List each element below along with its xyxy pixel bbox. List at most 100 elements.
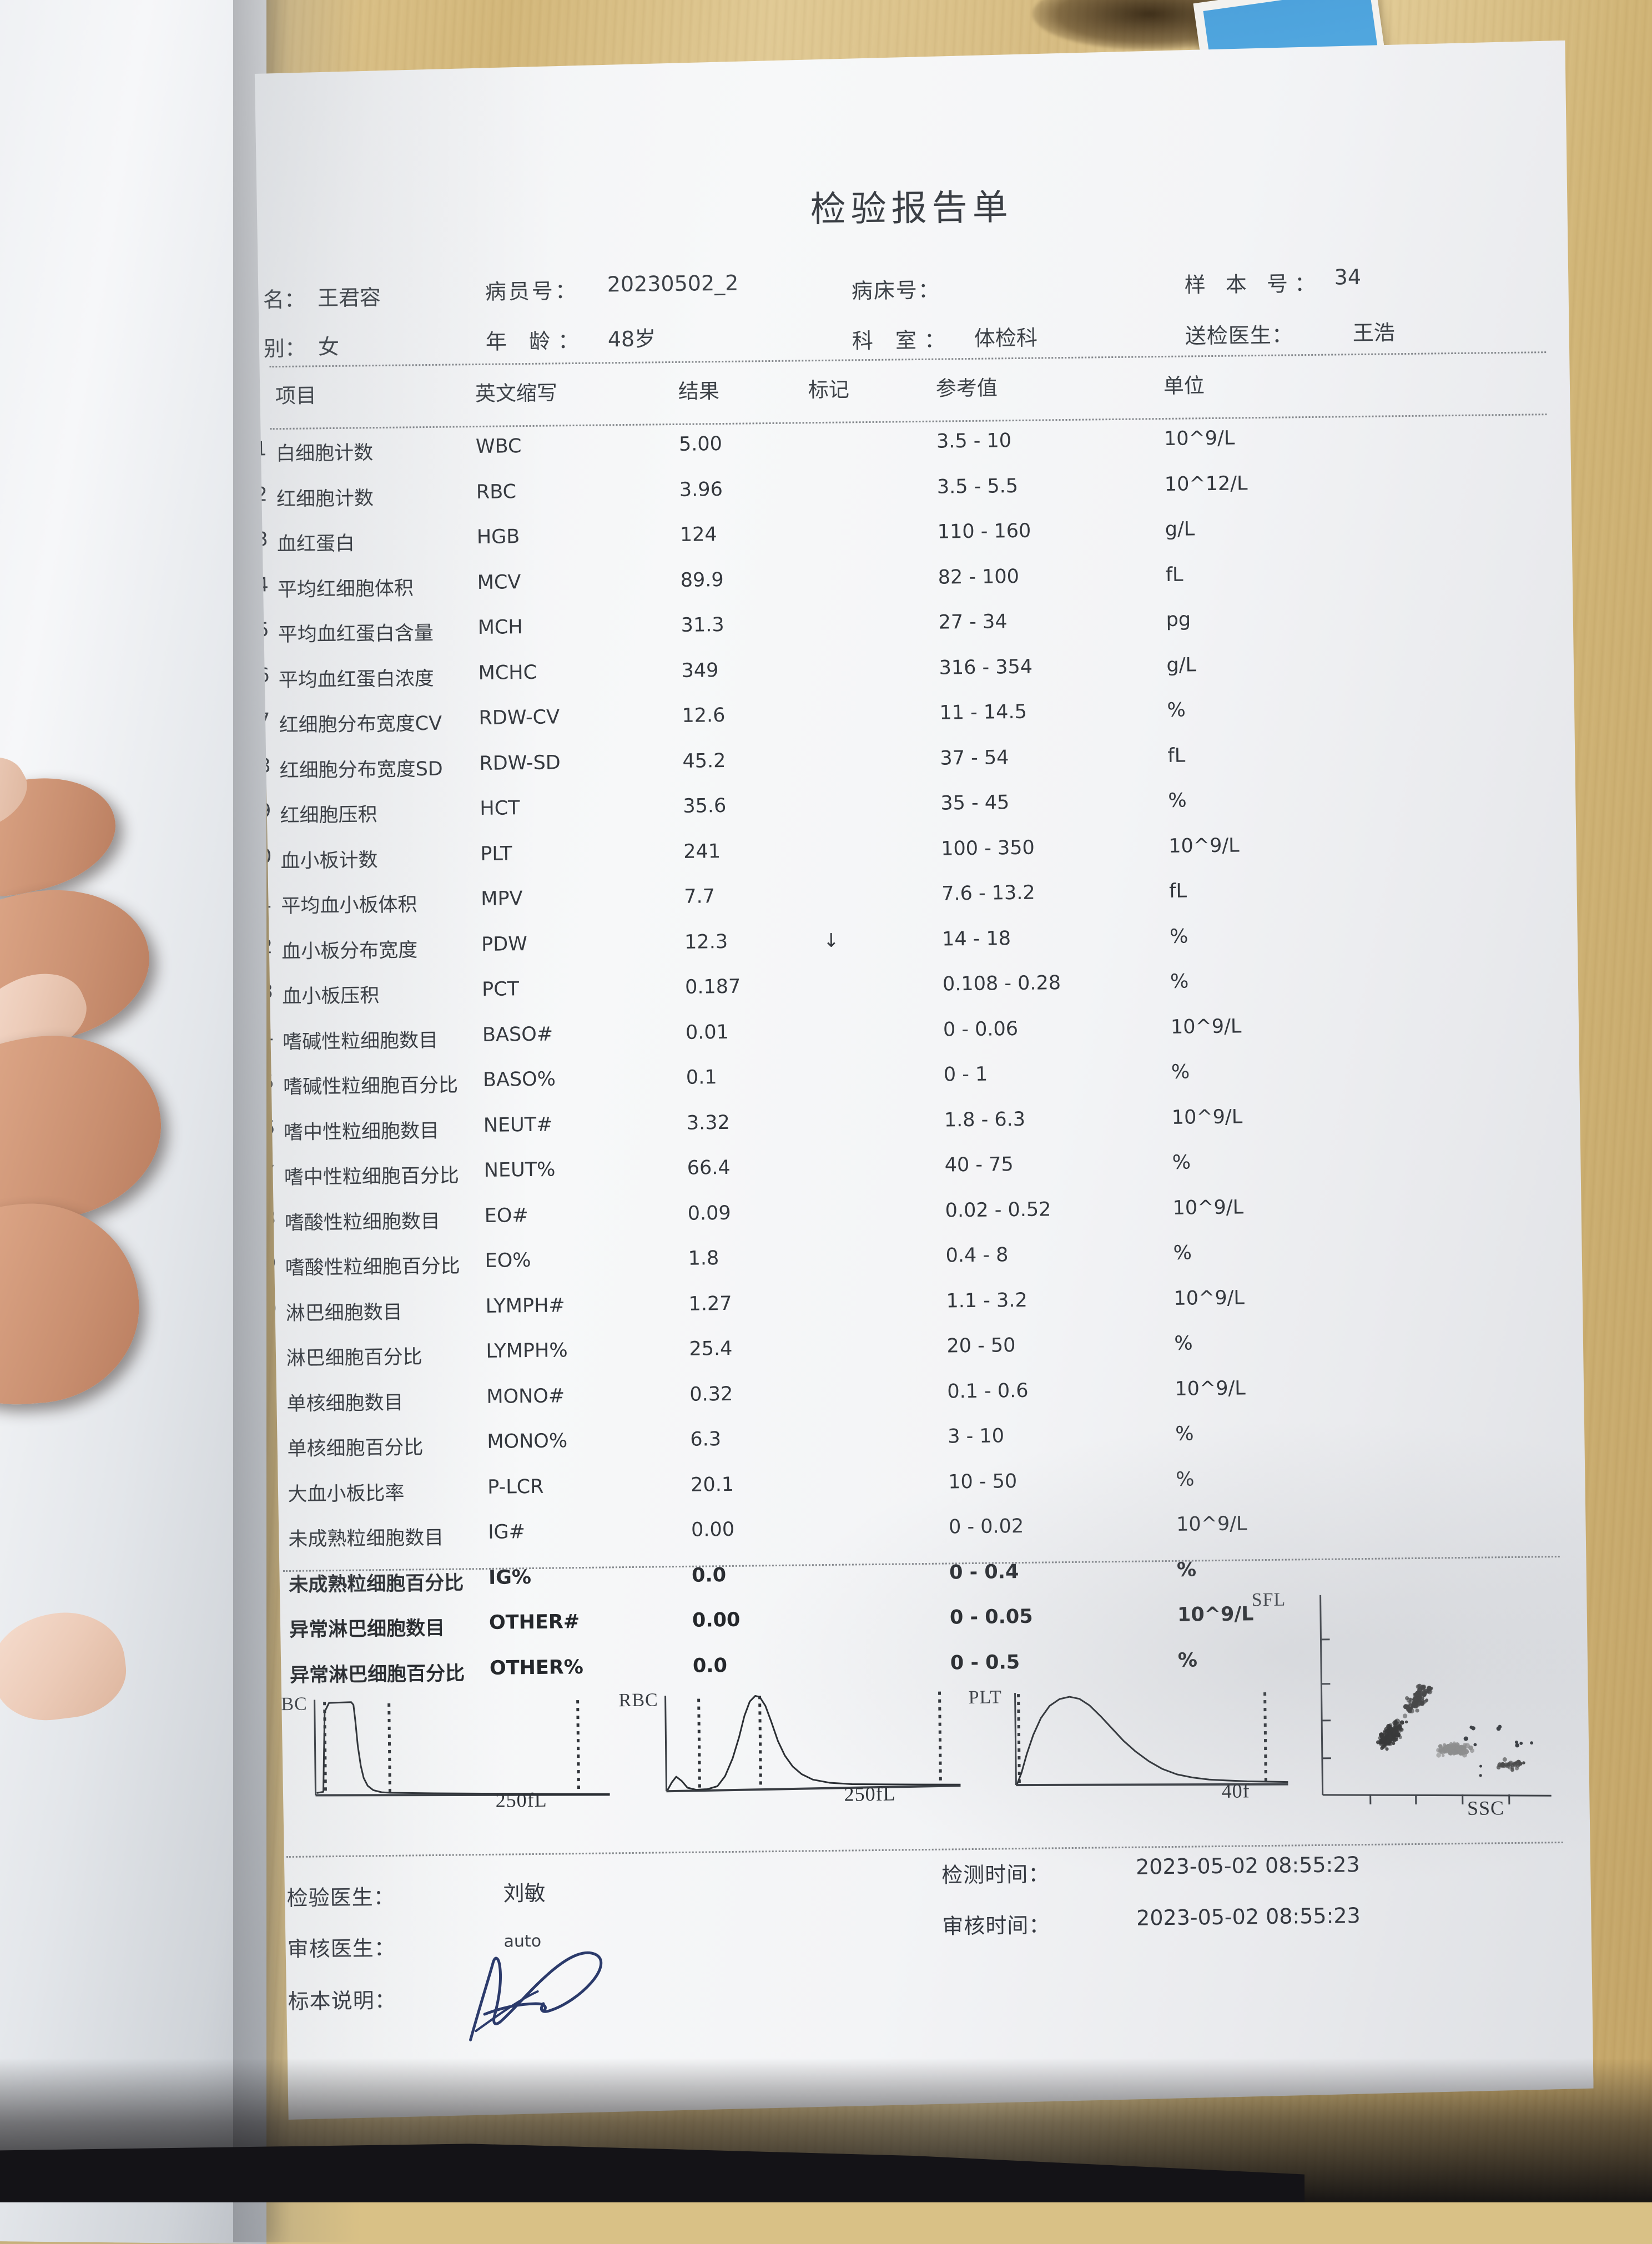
chart-rbc-histogram-right: RBC 250fL [651,1690,963,1804]
scatter-point [1530,1741,1533,1744]
row-item-name: 平均血小板体积 [281,894,417,918]
row-unit: % [1175,1423,1194,1445]
scatter-point [1415,1708,1419,1712]
audit-time-value: 2023-05-02 08:55:23 [1136,1903,1361,1930]
row-abbr: PLT [480,842,512,865]
chart-scatter-svg [1288,1589,1563,1826]
row-unit: % [1175,1468,1195,1491]
row-unit: % [1174,1332,1193,1355]
row-item-name: 红细胞压积 [280,804,377,828]
row-reference: 1.1 - 3.2 [946,1289,1028,1313]
column-header-unit: 单位 [1163,374,1205,398]
row-reference: 1.8 - 6.3 [944,1108,1026,1132]
row-abbr: EO% [485,1249,531,1272]
row-result: 0.1 [686,1066,717,1089]
scatter-point [1471,1726,1475,1730]
row-reference: 3 - 10 [948,1425,1005,1448]
scatter-point [1421,1685,1426,1690]
scatter-point [1403,1704,1408,1709]
patient-sex-value: 女 [318,334,340,360]
row-item-name: 淋巴细胞数目 [285,1301,402,1325]
row-flag: ↓ [823,929,839,952]
scatter-point [1519,1742,1523,1745]
row-reference: 7.6 - 13.2 [941,881,1035,905]
bed-number-label: 病床号： [851,278,941,304]
row-abbr: MPV [481,887,523,910]
scatter-point [1522,1761,1525,1764]
row-unit: % [1172,1151,1191,1174]
row-item-name: 白细胞计数 [275,442,374,466]
row-result: 1.8 [688,1247,719,1270]
specimen-note-label: 标本说明： [288,1988,397,2014]
scatter-point [1379,1733,1384,1737]
scatter-point [1504,1762,1508,1766]
scatter-point [1443,1743,1446,1747]
row-unit: g/L [1166,653,1197,677]
scatter-point [1383,1743,1387,1747]
row-abbr: PDW [481,932,528,956]
patient-age-label: 年 龄： [485,328,587,354]
row-result: 0.09 [687,1202,731,1225]
row-abbr: PCT [481,978,520,1001]
scatter-point [1444,1747,1447,1750]
chart-rbc-histogram-left: RBC 250fL [300,1694,612,1808]
scatter-point [1376,1740,1380,1744]
row-unit: % [1170,970,1189,993]
scatter-point [1409,1698,1413,1701]
row-unit: pg [1166,608,1191,631]
row-reference: 110 - 160 [937,520,1031,543]
scatter-point [1454,1751,1458,1755]
row-unit: fL [1167,744,1186,767]
scatter-point [1394,1738,1398,1742]
row-result: 12.3 [684,930,728,954]
sending-doctor-label: 送检医生： [1185,322,1294,349]
row-unit: 10^9/L [1173,1286,1245,1310]
row-abbr: BASO% [482,1068,556,1091]
row-unit: 10^9/L [1169,834,1240,858]
scatter-point [1386,1738,1390,1742]
row-result: 12.6 [682,704,726,727]
chart-x-axis-label: 40f [1221,1779,1250,1802]
sample-number-label: 样 本 号： [1184,271,1323,297]
row-unit: fL [1165,563,1183,586]
row-reference: 27 - 34 [938,611,1008,634]
row-reference: 0 - 0.02 [948,1515,1024,1539]
patient-id-value: 20230502_2 [607,270,739,297]
row-unit: % [1171,1061,1190,1083]
scatter-point [1392,1726,1396,1729]
scatter-point [1442,1754,1445,1757]
row-result: 241 [683,840,721,863]
scatter-point [1464,1736,1468,1741]
handwritten-signature [460,1937,644,2056]
hand-holding-page [0,742,250,1727]
scatter-point [1458,1751,1463,1756]
chart-y-label: SFL [1251,1589,1286,1611]
row-result: 5.00 [678,433,723,456]
lab-doctor-value: 刘敏 [503,1880,546,1906]
row-abbr: MONO# [486,1384,565,1408]
patient-id-label: 病员号： [485,278,579,304]
row-result: 0.01 [685,1021,729,1044]
patient-name-value: 王君容 [317,285,381,311]
scatter-point [1388,1723,1392,1727]
scatter-point [1403,1713,1407,1718]
scatter-point [1417,1696,1421,1700]
scatter-point [1473,1743,1477,1746]
row-result: 0.187 [684,975,741,999]
row-unit: 10^9/L [1172,1196,1244,1219]
row-unit: % [1169,925,1188,948]
scatter-point [1414,1693,1417,1696]
chart-rbc-right-svg [651,1690,963,1804]
row-reference: 40 - 75 [944,1153,1014,1177]
scatter-point [1397,1724,1402,1729]
row-reference: 3.5 - 10 [936,430,1012,453]
scatter-point [1407,1703,1411,1707]
scatter-point [1422,1690,1427,1695]
graphs-area: RBC 250fL RBC 250fL [266,1577,1590,1842]
test-time-value: 2023-05-02 08:55:23 [1135,1852,1360,1879]
lab-report-sheet: 检验报告单 名： 王君容 别： 女 病员号： 20230502_2 年 龄： 4… [249,41,1594,2120]
row-abbr: BASO# [482,1023,553,1046]
scatter-point [1455,1746,1460,1751]
scatter-point [1392,1742,1395,1745]
row-reference: 0 - 1 [943,1063,988,1086]
